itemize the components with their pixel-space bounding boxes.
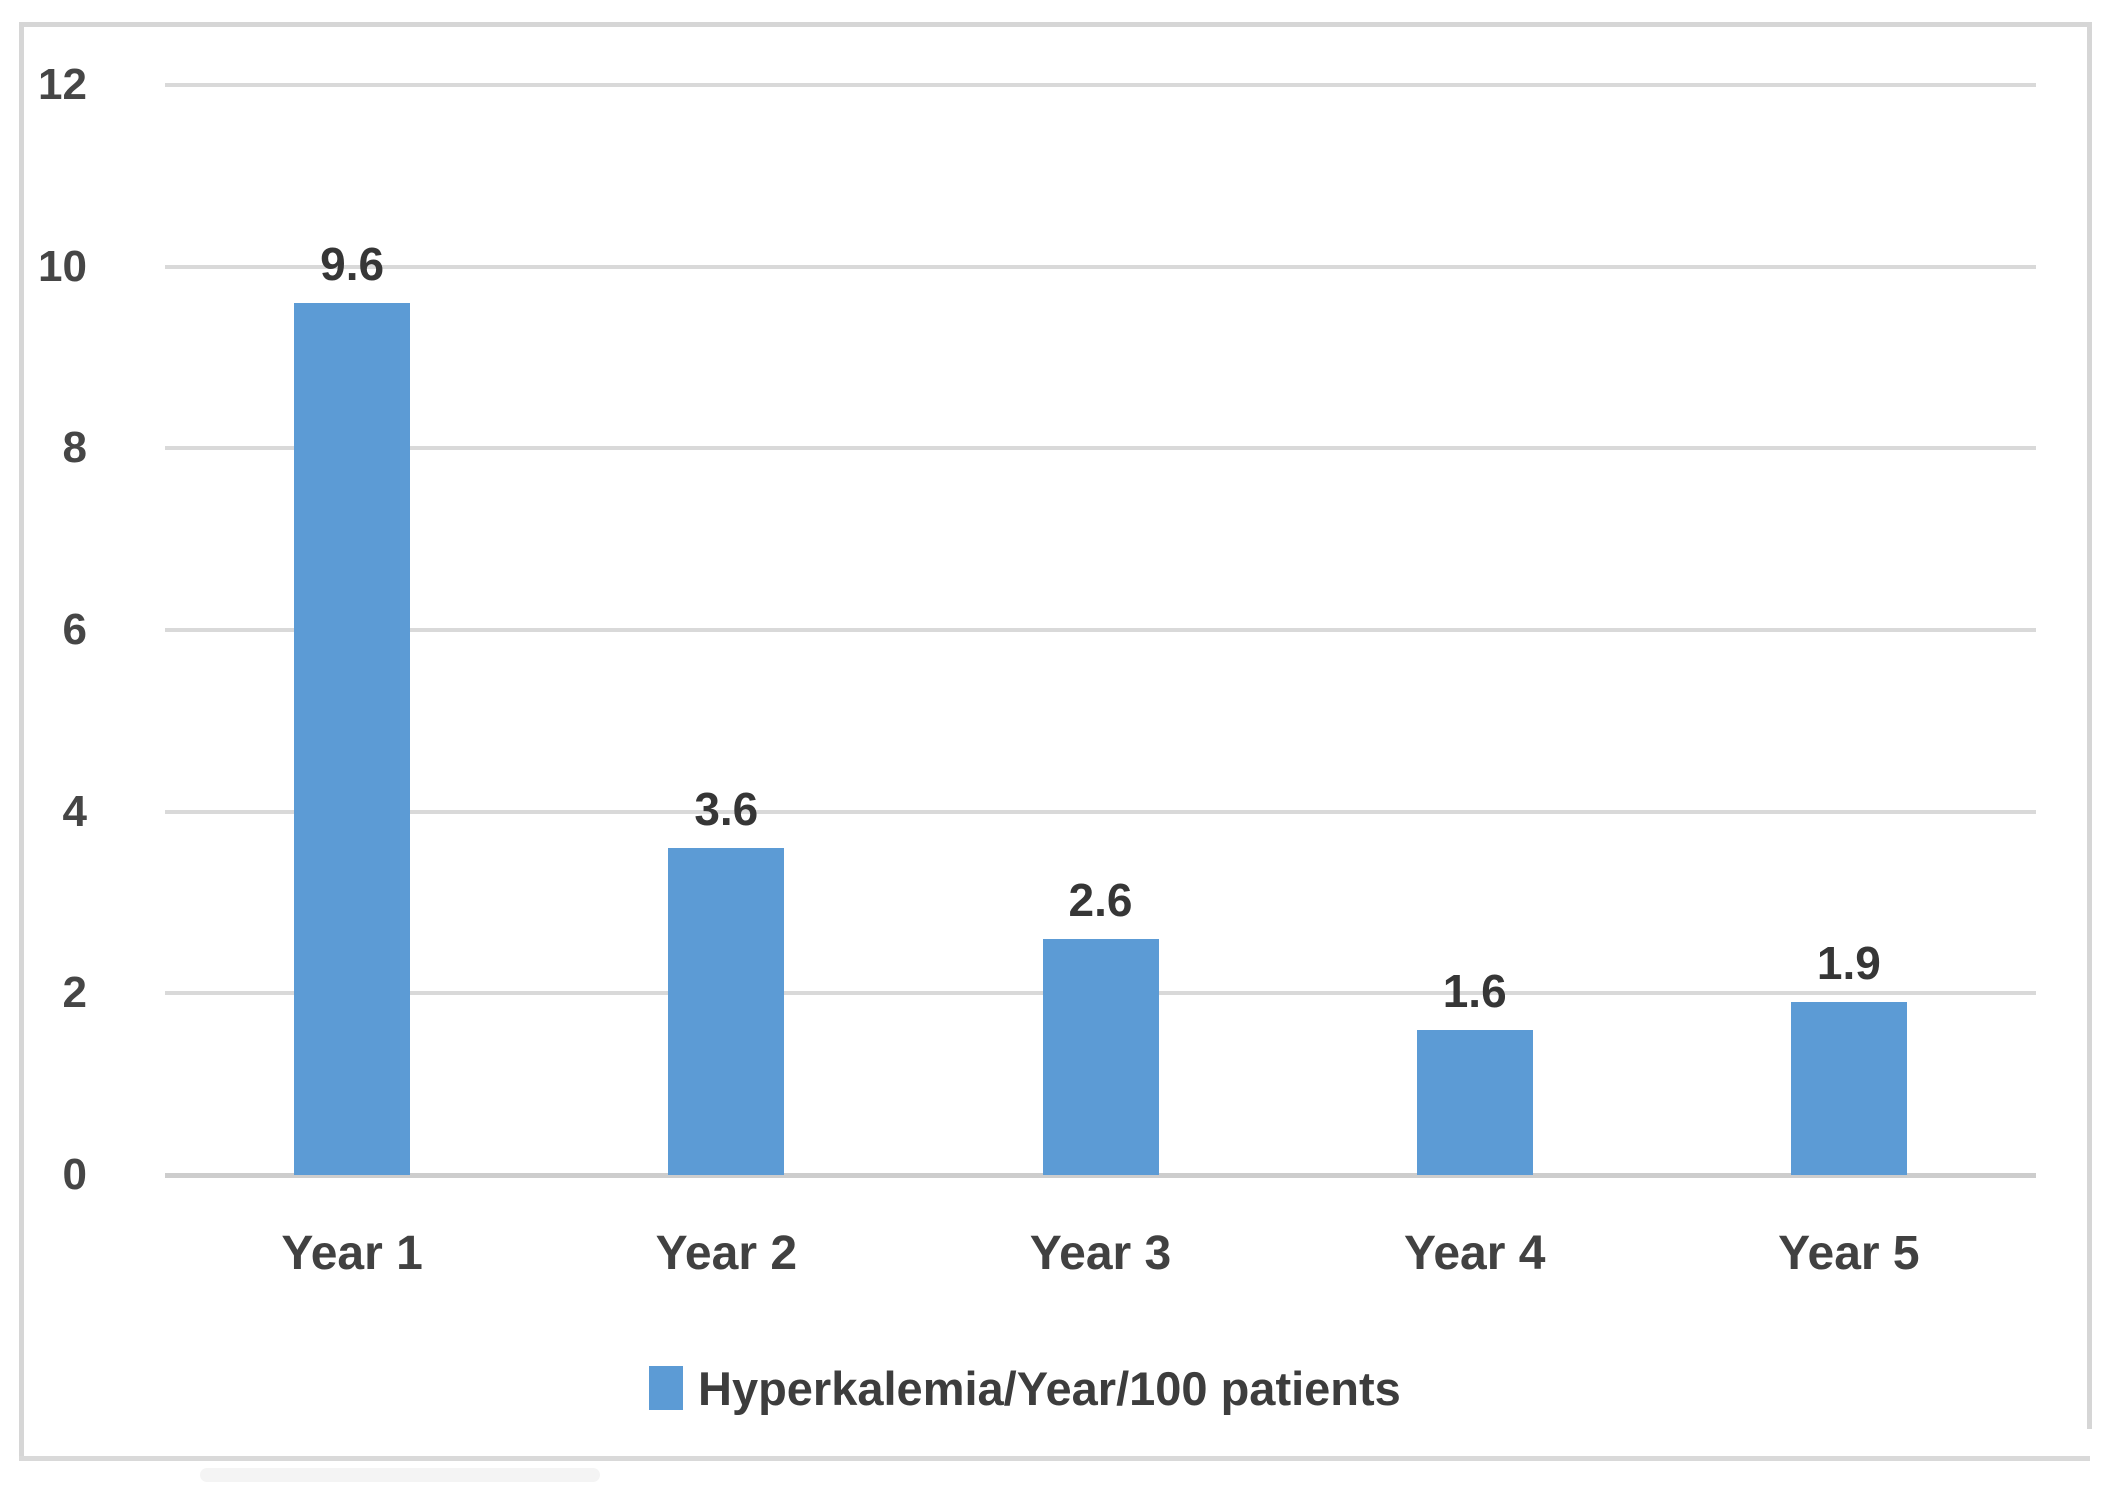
bar-value-label-2: 3.6 (694, 783, 759, 835)
gridline-y-6 (165, 628, 2036, 633)
bar-year-4 (1416, 1030, 1533, 1175)
bar-value-label-3: 2.6 (1068, 874, 1133, 926)
gridline-y-10 (165, 264, 2036, 269)
x-axis-label-1: Year 1 (281, 1227, 423, 1280)
x-axis-label-2: Year 2 (655, 1227, 798, 1280)
y-tick-label-8: 8 (62, 423, 87, 473)
y-tick-label-0: 0 (62, 1150, 87, 1199)
y-tick-label-12: 12 (38, 60, 87, 110)
gridline-y-8 (165, 446, 2036, 451)
x-axis-label-5: Year 5 (1778, 1227, 1920, 1280)
bar-year-2 (668, 848, 785, 1175)
gridline-y-12 (165, 83, 2036, 88)
x-axis-label-3: Year 3 (1029, 1227, 1172, 1280)
y-tick-label-10: 10 (38, 241, 87, 291)
legend: Hyperkalemia/Year/100 patients (649, 1359, 1401, 1417)
chart-border-top (19, 22, 2092, 27)
legend-swatch-icon (649, 1366, 683, 1410)
gridline-y-4 (165, 809, 2036, 814)
x-axis-label-4: Year 4 (1403, 1227, 1546, 1280)
chart-border-right (2087, 22, 2092, 1429)
chart-border-bottom (19, 1456, 2090, 1461)
bar-value-label-1: 9.6 (320, 238, 385, 290)
bar-year-5 (1790, 1002, 1907, 1175)
bar-value-label-4: 1.6 (1442, 965, 1507, 1017)
y-tick-label-6: 6 (62, 605, 87, 655)
bar-value-label-5: 1.9 (1816, 937, 1881, 989)
chart-frame: 12 10 8 6 4 2 0 9.6 Year 1 3.6 Year 2 2.6 Year 3 1.6 Y… (19, 22, 2092, 1461)
bar-year-1 (294, 303, 411, 1175)
chart-border-left (19, 22, 24, 1461)
scan-artifact (200, 1468, 600, 1482)
legend-label: Hyperkalemia/Year/100 patients (698, 1361, 1401, 1415)
gridline-y-0 (165, 1173, 2036, 1178)
y-tick-label-4: 4 (62, 786, 87, 836)
bar-year-3 (1042, 939, 1159, 1175)
y-tick-label-2: 2 (62, 968, 87, 1018)
